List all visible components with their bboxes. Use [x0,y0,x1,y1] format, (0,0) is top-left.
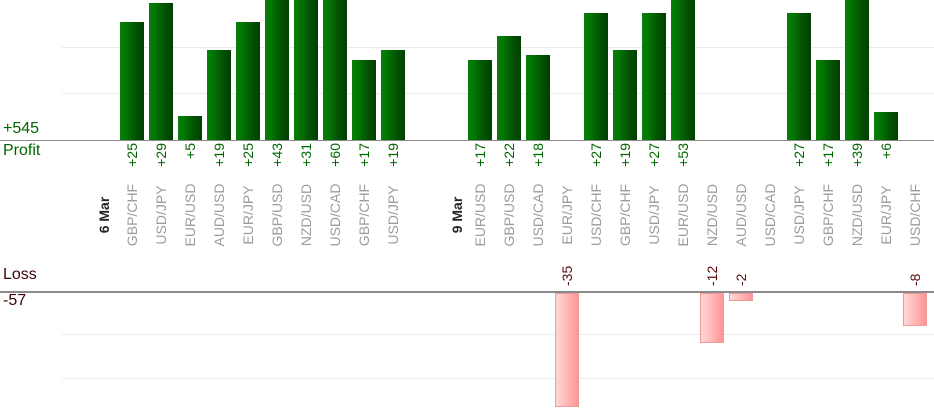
pair-label: USD/JPY [153,185,169,245]
profit-value-label: +18 [530,143,546,167]
profit-value-label: +27 [588,143,604,167]
profit-bar [497,36,521,140]
pair-label: NZD/USD [298,183,314,247]
profit-value-label: +6 [878,143,894,159]
pair-label: USD/CAD [327,183,343,247]
loss-gridline-20 [62,378,934,379]
loss-axis-line [0,291,934,293]
pair-label: EUR/JPY [240,185,256,245]
profit-value-label: +29 [153,143,169,167]
profit-bar [816,59,840,140]
profit-bar [874,111,898,140]
profit-value-label: +17 [820,143,836,167]
profit-total: +545 [3,120,40,137]
profit-value-label: +19 [617,143,633,167]
profit-value-label: +60 [327,143,343,167]
pair-label: USD/CHF [907,183,923,247]
profit-bar [178,116,202,140]
profit-bar [613,50,637,140]
pair-label: USD/CHF [588,183,604,247]
pair-label: GBP/CHF [124,183,140,247]
profit-value-label: +27 [646,143,662,167]
profit-bar [845,0,869,140]
profit-bar [671,0,695,140]
profit-value-label: +27 [791,143,807,167]
pair-label: USD/CAD [762,183,778,247]
pair-label: USD/JPY [791,185,807,245]
loss-bar [729,293,753,302]
pair-label: GBP/USD [501,183,517,247]
profit-bar [207,50,231,140]
loss-value-label: -35 [559,265,575,286]
profit-bar [584,12,608,140]
profit-value-label: +53 [675,143,691,167]
loss-section-label: Loss [3,266,37,283]
profit-bar [787,12,811,140]
profit-bar [236,22,260,140]
loss-bar [555,293,579,407]
profit-bar [352,59,376,140]
profit-value-label: +17 [356,143,372,167]
loss-bar [903,293,927,327]
profit-value-label: +17 [472,143,488,167]
pair-label: AUD/USD [211,183,227,247]
profit-bar [642,12,666,140]
loss-total: -57 [3,292,27,309]
profit-bar [265,0,289,140]
pair-label: EUR/USD [472,183,488,247]
date-label: 6 Mar [96,196,112,234]
profit-bar [323,0,347,140]
pair-label: GBP/USD [269,183,285,247]
profit-value-label: +19 [385,143,401,167]
profit-section-label: Profit [3,142,41,159]
pair-label: EUR/JPY [559,185,575,245]
pair-label: EUR/JPY [878,185,894,245]
profit-value-label: +19 [211,143,227,167]
pair-label: USD/JPY [646,185,662,245]
profit-value-label: +39 [849,143,865,167]
profit-bar [120,22,144,140]
profit-value-label: +22 [501,143,517,167]
profit-value-label: +5 [182,143,198,159]
date-label: 9 Mar [449,196,465,234]
profit-value-label: +25 [124,143,140,167]
profit-bar [294,0,318,140]
pair-label: USD/CAD [530,183,546,247]
pair-label: NZD/USD [849,183,865,247]
pair-label: GBP/CHF [820,183,836,247]
pair-label: AUD/USD [733,183,749,247]
loss-value-label: -12 [704,265,720,286]
pair-label: GBP/CHF [617,183,633,247]
pair-label: EUR/USD [675,183,691,247]
profit-value-label: +43 [269,143,285,167]
pair-label: GBP/CHF [356,183,372,247]
loss-value-label: -2 [733,273,749,286]
profit-value-label: +25 [240,143,256,167]
profit-bar [381,50,405,140]
profit-value-label: +31 [298,143,314,167]
loss-gridline-10 [62,334,934,335]
pair-label: USD/JPY [385,185,401,245]
profit-axis-line [0,139,934,141]
pair-label: EUR/USD [182,183,198,247]
profit-bar [149,3,173,140]
pair-label: NZD/USD [704,183,720,247]
profit-bar [526,55,550,140]
loss-value-label: -8 [907,273,923,286]
loss-bar [700,293,724,344]
profit-bar [468,59,492,140]
